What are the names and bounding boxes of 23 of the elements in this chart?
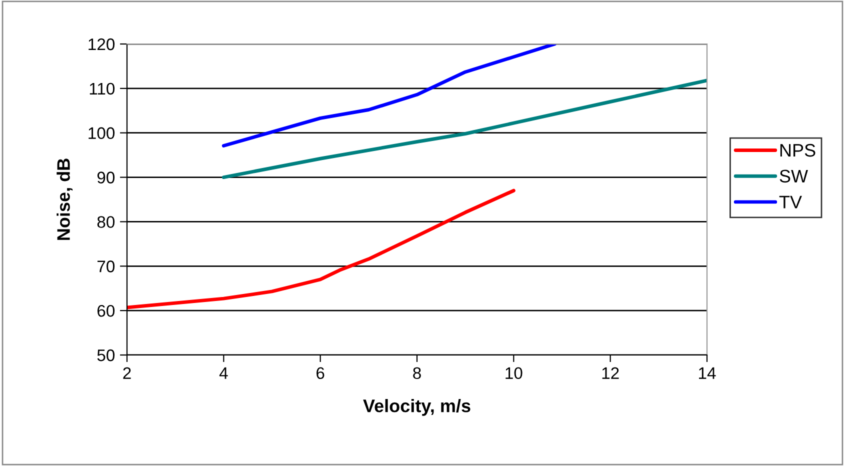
- y-tick-label: 80: [97, 216, 115, 228]
- line-series: [127, 188, 516, 310]
- x-tick-label: 2: [123, 367, 131, 379]
- line-series: [222, 44, 556, 148]
- x-tick-label: 12: [602, 367, 619, 379]
- y-tick-label: 120: [88, 38, 115, 50]
- y-tick-label: 110: [90, 82, 115, 95]
- x-tick-label: 4: [219, 367, 228, 379]
- x-tick-label: 8: [413, 367, 421, 380]
- y-tick-label: 50: [97, 349, 115, 362]
- y-axis-title: Noise, dB: [56, 158, 73, 240]
- y-tick-label: 70: [98, 260, 115, 272]
- y-tick-label: 100: [88, 127, 115, 140]
- y-tick-label: 90: [97, 172, 115, 184]
- line-series: [222, 78, 707, 180]
- legend-label: TV: [779, 196, 802, 208]
- x-axis-title: Velocity, m/s: [363, 399, 470, 416]
- legend-label: NPS: [780, 144, 816, 157]
- y-tick-label: 60: [98, 304, 115, 317]
- x-tick-label: 14: [699, 367, 716, 379]
- x-tick-label: 6: [316, 367, 324, 380]
- x-tick-label: 10: [506, 367, 522, 380]
- legend-label: SW: [780, 170, 808, 183]
